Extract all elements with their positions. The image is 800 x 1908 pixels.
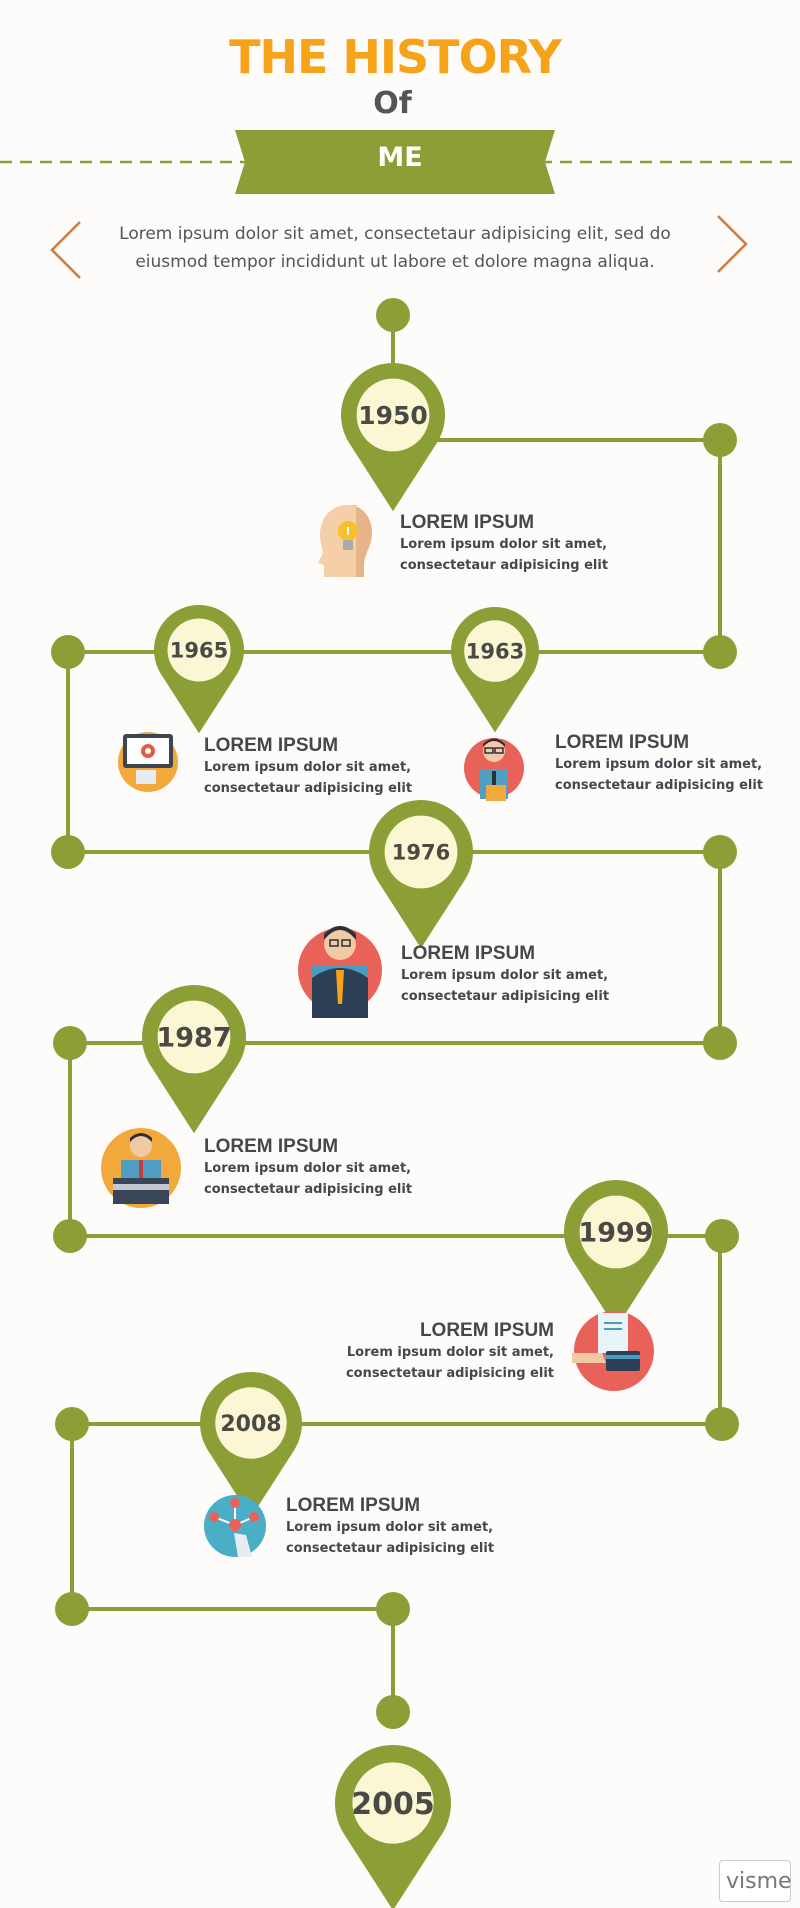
year-pin-1963: 1963 — [451, 607, 539, 733]
event-1963: LOREM IPSUM Lorem ipsum dolor sit amet, … — [555, 732, 795, 796]
page-title: THE HISTORY — [229, 30, 562, 84]
year-pin-1965: 1965 — [153, 605, 244, 734]
event-desc-line2: consectetaur adipisicing elit — [204, 1182, 413, 1197]
event-desc-line2: consectetaur adipisicing elit — [401, 989, 610, 1004]
event-desc-line2: consectetaur adipisicing elit — [204, 781, 413, 796]
year-pin-1976: 1976 — [369, 799, 473, 949]
event-title: LOREM IPSUM — [419, 1320, 554, 1341]
event-1950: LOREM IPSUM Lorem ipsum dolor sit amet, … — [400, 512, 660, 576]
intro-text: Lorem ipsum dolor sit amet, consectetaur… — [119, 224, 671, 272]
event-desc-line2: consectetaur adipisicing elit — [555, 778, 764, 793]
event-desc-line1: Lorem ipsum dolor sit amet, — [346, 1345, 554, 1360]
event-desc-line2: consectetaur adipisicing elit — [286, 1541, 495, 1556]
event-title: LOREM IPSUM — [204, 735, 339, 756]
timeline-nodes — [51, 298, 739, 1729]
event-desc-line1: Lorem ipsum dolor sit amet, — [401, 968, 609, 983]
businessman-folder-icon — [464, 738, 524, 801]
year-pin-1987: 1987 — [142, 985, 246, 1134]
visme-logo-text: visme — [726, 1869, 792, 1894]
chevron-right-icon — [717, 215, 748, 273]
year-label: 1999 — [578, 1218, 653, 1249]
lightbulb-head-icon — [318, 505, 372, 577]
event-desc-line1: Lorem ipsum dolor sit amet, — [400, 537, 608, 552]
event-title: LOREM IPSUM — [400, 512, 535, 533]
year-pin-1950: 1950 — [341, 363, 445, 512]
year-label: 2005 — [351, 1787, 435, 1822]
event-title: LOREM IPSUM — [286, 1495, 421, 1516]
card-payment-icon — [572, 1311, 654, 1391]
event-1987: LOREM IPSUM Lorem ipsum dolor sit amet, … — [204, 1136, 444, 1200]
year-label: 1965 — [170, 639, 228, 663]
network-hand-icon — [204, 1495, 266, 1557]
year-label: 1987 — [156, 1023, 231, 1054]
event-title: LOREM IPSUM — [204, 1136, 339, 1157]
year-label: 1963 — [466, 640, 524, 664]
chevron-left-icon — [50, 221, 81, 279]
year-pin-2008: 2008 — [200, 1372, 302, 1518]
event-desc-line1: Lorem ipsum dolor sit amet, — [286, 1520, 494, 1535]
event-desc-line2: consectetaur adipisicing elit — [400, 558, 609, 573]
header-ribbon-label: ME — [377, 142, 423, 173]
event-1965: LOREM IPSUM Lorem ipsum dolor sit amet, … — [204, 735, 444, 799]
year-label: 1976 — [392, 841, 450, 865]
event-1999: LOREM IPSUM Lorem ipsum dolor sit amet, … — [330, 1320, 554, 1384]
page-subtitle: Of — [373, 86, 412, 121]
year-pin-1999: 1999 — [564, 1180, 668, 1329]
event-desc-line1: Lorem ipsum dolor sit amet, — [204, 1161, 412, 1176]
speaker-podium-icon — [101, 1128, 181, 1208]
event-title: LOREM IPSUM — [555, 732, 690, 753]
visme-logo[interactable]: visme — [719, 1860, 792, 1902]
event-desc-line2: consectetaur adipisicing elit — [345, 1366, 554, 1381]
year-pin-2005: 2005 — [335, 1744, 451, 1908]
event-1976: LOREM IPSUM Lorem ipsum dolor sit amet, … — [401, 943, 661, 1007]
header-ribbon — [235, 130, 555, 194]
event-title: LOREM IPSUM — [401, 943, 536, 964]
year-label: 2008 — [220, 1412, 281, 1437]
headset-operator-icon — [298, 926, 382, 1018]
laptop-settings-icon — [118, 732, 178, 792]
event-desc-line1: Lorem ipsum dolor sit amet, — [204, 760, 412, 775]
event-2008: LOREM IPSUM Lorem ipsum dolor sit amet, … — [286, 1495, 526, 1559]
year-label: 1950 — [358, 401, 428, 430]
event-desc-line1: Lorem ipsum dolor sit amet, — [555, 757, 763, 772]
